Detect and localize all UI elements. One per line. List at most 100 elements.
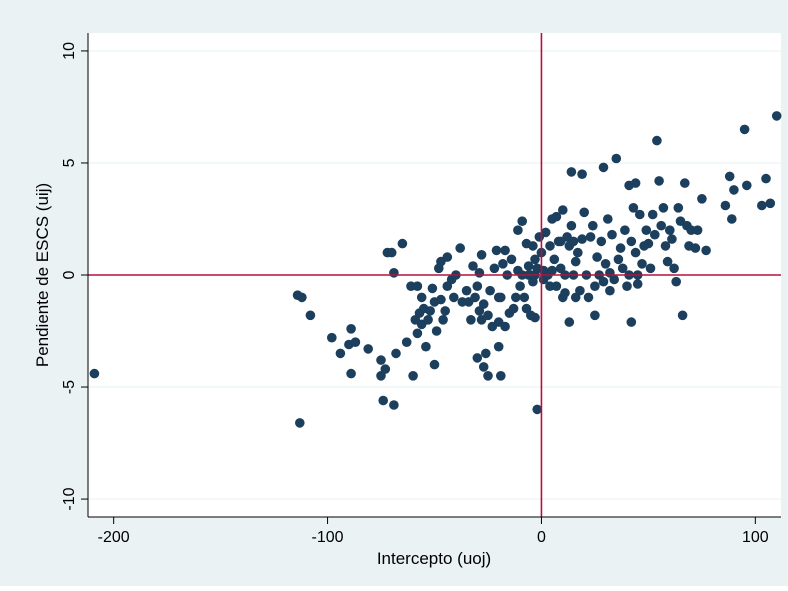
data-point bbox=[600, 259, 611, 269]
data-point bbox=[376, 355, 386, 365]
data-point bbox=[697, 194, 707, 204]
data-point bbox=[590, 281, 600, 292]
data-point bbox=[611, 153, 622, 164]
data-point bbox=[530, 312, 540, 323]
data-point bbox=[626, 317, 637, 327]
data-point bbox=[579, 207, 589, 218]
data-point bbox=[416, 292, 427, 303]
data-point bbox=[431, 326, 442, 336]
x-tick-label: -200 bbox=[98, 529, 130, 546]
data-point bbox=[493, 341, 504, 352]
data-point bbox=[588, 220, 598, 231]
data-point bbox=[667, 234, 677, 244]
x-axis: -200 -100 0 100 bbox=[88, 516, 781, 546]
data-point bbox=[692, 225, 703, 235]
data-point bbox=[615, 243, 626, 253]
data-point bbox=[500, 321, 510, 332]
data-point bbox=[660, 241, 671, 251]
data-point bbox=[89, 368, 100, 379]
data-point bbox=[630, 178, 641, 188]
data-point bbox=[481, 348, 491, 359]
x-tick-label: 100 bbox=[742, 529, 769, 546]
data-point bbox=[626, 236, 637, 247]
data-point bbox=[665, 225, 675, 235]
data-point bbox=[573, 247, 583, 258]
data-point bbox=[598, 276, 609, 287]
data-point bbox=[545, 241, 555, 251]
data-point bbox=[423, 315, 433, 325]
data-point bbox=[295, 418, 305, 428]
data-point bbox=[485, 285, 495, 296]
data-point bbox=[508, 303, 519, 314]
data-point bbox=[472, 281, 483, 292]
data-point bbox=[425, 306, 436, 316]
y-tick-label: -10 bbox=[61, 487, 78, 510]
data-point bbox=[609, 274, 619, 285]
data-point bbox=[449, 292, 459, 303]
data-point bbox=[566, 167, 577, 177]
data-point bbox=[560, 288, 570, 298]
data-point bbox=[690, 243, 701, 253]
grid-lines bbox=[88, 50, 781, 500]
data-point bbox=[727, 214, 737, 224]
data-point bbox=[641, 225, 652, 235]
data-point bbox=[350, 337, 361, 348]
data-point bbox=[583, 292, 594, 303]
data-point bbox=[568, 236, 579, 247]
data-point bbox=[645, 263, 656, 274]
data-point bbox=[519, 292, 530, 303]
data-point bbox=[305, 310, 316, 321]
data-point bbox=[530, 254, 540, 265]
data-point bbox=[389, 268, 399, 278]
data-point bbox=[346, 368, 356, 379]
data-point bbox=[765, 198, 776, 209]
data-points bbox=[89, 111, 782, 428]
data-point bbox=[517, 216, 527, 226]
data-point bbox=[620, 225, 630, 235]
data-point bbox=[466, 315, 476, 325]
data-point bbox=[389, 400, 399, 410]
data-point bbox=[613, 254, 624, 265]
data-point bbox=[761, 173, 771, 184]
data-point bbox=[461, 285, 472, 296]
data-point bbox=[401, 337, 412, 348]
data-point bbox=[637, 259, 647, 269]
data-point bbox=[378, 395, 389, 406]
data-point bbox=[380, 364, 391, 374]
data-point bbox=[515, 281, 525, 292]
data-point bbox=[386, 247, 397, 258]
data-point bbox=[483, 371, 493, 381]
data-point bbox=[346, 324, 356, 334]
data-point bbox=[739, 124, 750, 135]
data-point bbox=[724, 171, 735, 182]
data-point bbox=[391, 348, 401, 359]
data-point bbox=[617, 263, 628, 274]
data-point bbox=[476, 250, 487, 260]
data-point bbox=[771, 111, 782, 121]
data-point bbox=[483, 310, 493, 321]
data-point bbox=[436, 294, 446, 305]
data-point bbox=[577, 234, 587, 244]
x-axis-label: Intercepto (uoj) bbox=[377, 549, 491, 568]
data-point bbox=[658, 203, 669, 213]
x-tick-label: -100 bbox=[312, 529, 344, 546]
y-tick-label: 10 bbox=[61, 42, 78, 60]
data-point bbox=[513, 225, 523, 235]
x-tick-label: 0 bbox=[537, 529, 546, 546]
data-point bbox=[577, 169, 587, 179]
data-point bbox=[592, 252, 602, 262]
data-point bbox=[496, 371, 506, 381]
data-point bbox=[662, 256, 673, 267]
data-point bbox=[427, 283, 438, 294]
data-point bbox=[603, 214, 613, 224]
data-point bbox=[701, 245, 711, 256]
data-point bbox=[669, 263, 679, 274]
data-point bbox=[489, 263, 500, 274]
data-point bbox=[506, 254, 517, 265]
data-point bbox=[532, 404, 542, 415]
data-point bbox=[523, 261, 534, 271]
data-point bbox=[547, 265, 557, 276]
data-point bbox=[412, 328, 423, 339]
data-point bbox=[412, 281, 423, 292]
